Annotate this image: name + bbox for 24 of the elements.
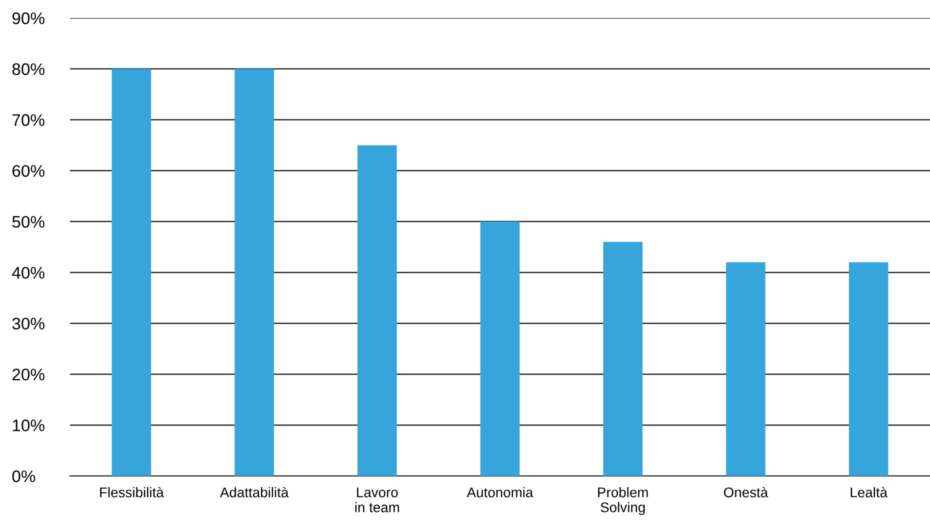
y-tick-label: 0% (12, 470, 36, 482)
x-tick-label: Flessibilità (100, 486, 164, 498)
bar (112, 68, 152, 476)
x-tick-label: Onestà (724, 486, 768, 498)
bar (357, 145, 397, 476)
y-tick-label: 20% (12, 368, 44, 380)
y-tick-label: 30% (12, 318, 44, 330)
bar (480, 222, 520, 476)
y-tick-label: 50% (12, 216, 44, 228)
y-tick-label: 10% (12, 420, 44, 432)
y-tick-label: 90% (12, 12, 44, 24)
x-tick-label: Problem Solving (598, 487, 648, 516)
y-tick-label: 80% (12, 63, 44, 76)
y-tick-label: 60% (12, 165, 44, 177)
bar (603, 242, 643, 476)
y-tick-label: 70% (12, 114, 44, 126)
bar (726, 262, 766, 476)
bar (848, 262, 888, 476)
x-tick-label: Lealtà (850, 486, 888, 498)
x-tick-label: Adattabilità (220, 486, 289, 498)
x-tick-label: Lavoro in team (355, 488, 399, 512)
y-tick-label: 40% (12, 266, 44, 279)
x-tick-label: Autonomia (466, 487, 534, 498)
bar (234, 68, 274, 476)
